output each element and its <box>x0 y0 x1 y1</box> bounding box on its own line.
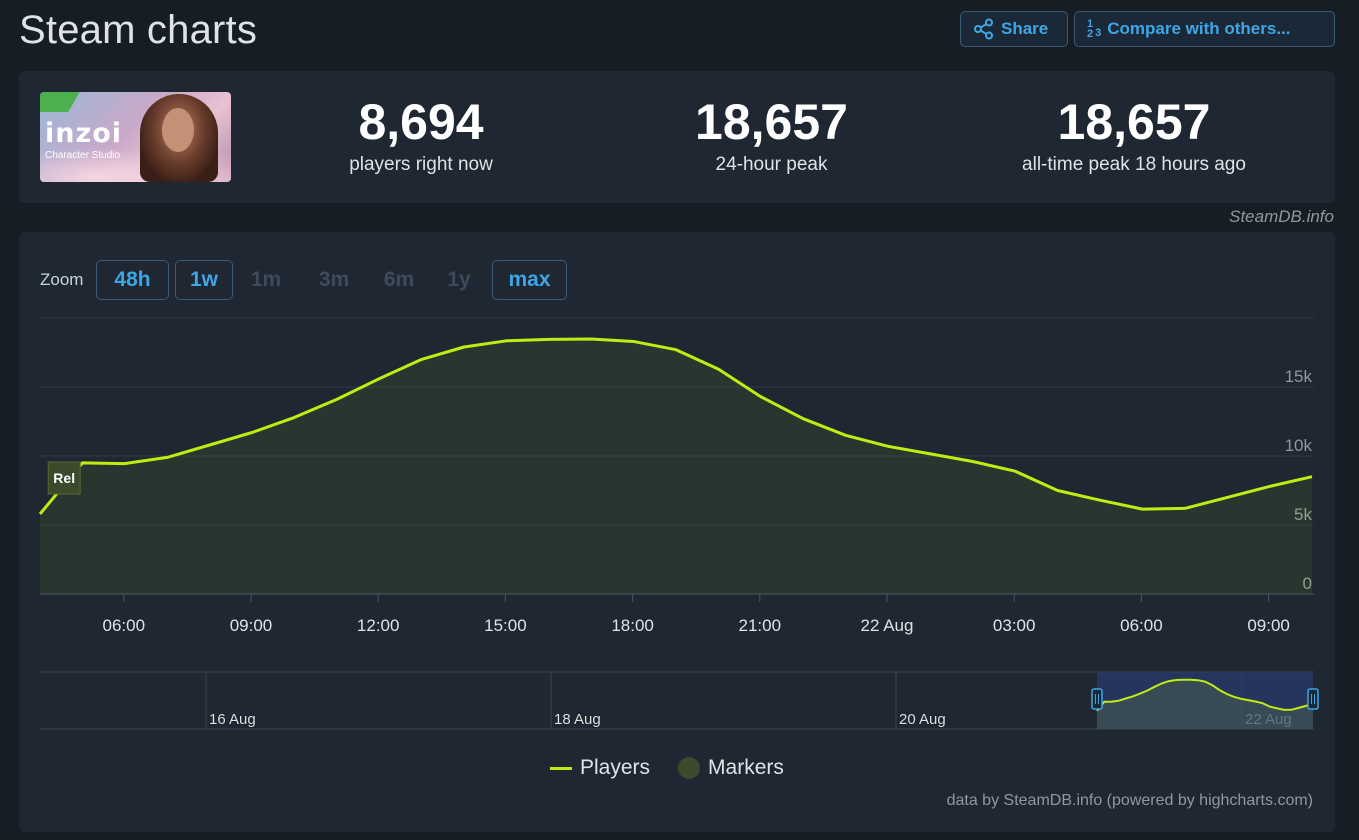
release-marker <box>47 461 81 495</box>
y-tick-label: 0 <box>1303 574 1312 593</box>
chart-legend: Players Markers <box>550 756 784 780</box>
navigator-right-handle[interactable] <box>1307 688 1319 710</box>
game-subtitle: Character Studio <box>45 150 121 161</box>
compare-icon: 1 2 <box>1087 18 1094 40</box>
zoom-48h-button[interactable]: 48h <box>96 260 169 300</box>
compare-label: Compare with others... <box>1107 19 1291 38</box>
legend-markers-swatch <box>678 757 701 779</box>
stat-value: 18,657 <box>1057 94 1211 150</box>
platform-badge <box>40 92 80 112</box>
steamdb-credit-link[interactable]: SteamDB.info <box>1229 207 1334 226</box>
compare-icon-side: 3 <box>1095 27 1102 39</box>
navigator-label: 16 Aug <box>209 711 256 728</box>
zoom-3m-button[interactable]: 3m <box>318 268 350 291</box>
game-thumbnail[interactable]: inzoi Character Studio <box>40 92 231 182</box>
legend-players-swatch <box>550 766 572 770</box>
compare-button[interactable]: 1 2 3 Compare with others... <box>1074 11 1335 47</box>
stat-24h-peak: 18,657 24-hour peak <box>679 91 864 177</box>
zoom-1w-button[interactable]: 1w <box>175 260 233 300</box>
x-tick-label: 21:00 <box>739 616 782 635</box>
zoom-6m-button[interactable]: 6m <box>383 268 415 291</box>
y-tick-label: 15k <box>1285 367 1313 386</box>
zoom-1m-button[interactable]: 1m <box>250 268 282 291</box>
players-line <box>38 337 1313 515</box>
stat-all-time-peak: 18,657 all-time peak 18 hours ago <box>1004 91 1264 177</box>
game-logo: inzoi <box>45 118 122 149</box>
stat-value: 18,657 <box>695 94 848 150</box>
stat-value: 8,694 <box>358 94 484 150</box>
legend-players-label[interactable]: Players <box>580 756 651 779</box>
x-tick-label: 22 Aug <box>861 616 914 635</box>
navigator-left-handle[interactable] <box>1091 688 1103 710</box>
page-title: Steam charts <box>19 8 258 52</box>
stats-card: inzoi Character Studio 8,694 players rig… <box>19 71 1335 203</box>
release-marker-label: Rel <box>53 470 75 486</box>
zoom-max-button[interactable]: max <box>492 260 567 300</box>
character-face <box>162 108 194 152</box>
share-button[interactable]: Share <box>960 11 1068 47</box>
stat-label: players right now <box>349 154 493 175</box>
x-tick-label: 09:00 <box>1247 616 1290 635</box>
share-label: Share <box>1001 19 1049 38</box>
share-icon <box>974 18 993 40</box>
y-tick-label: 5k <box>1294 505 1312 524</box>
x-tick-label: 03:00 <box>993 616 1036 635</box>
legend-markers-label[interactable]: Markers <box>708 756 784 779</box>
stat-current-players: 8,694 players right now <box>331 91 511 177</box>
stat-label: 24-hour peak <box>715 154 828 175</box>
players-area <box>40 339 1312 594</box>
players-chart: 0 5k 10k 15k 06:00 09:00 12:00 15:00 18:00 21:00 2… <box>38 317 1319 730</box>
y-tick-label: 10k <box>1285 436 1313 455</box>
x-tick-label: 06:00 <box>103 616 146 635</box>
x-tick-label: 09:00 <box>230 616 273 635</box>
navigator-line <box>1096 678 1314 712</box>
navigator-label: 20 Aug <box>899 711 946 728</box>
zoom-label: Zoom <box>40 270 84 289</box>
x-tick-label: 12:00 <box>357 616 400 635</box>
x-tick-label: 15:00 <box>484 616 527 635</box>
stat-label: all-time peak 18 hours ago <box>1022 154 1246 175</box>
x-tick-label: 06:00 <box>1120 616 1163 635</box>
navigator-label: 18 Aug <box>554 711 601 728</box>
chart-card: Zoom 48h 1w 1m 3m 6m 1y max 0 5k 10k 15k 06:… <box>19 232 1335 832</box>
zoom-1y-button[interactable]: 1y <box>447 268 471 291</box>
x-tick-label: 18:00 <box>611 616 654 635</box>
navigator-area <box>1097 679 1313 729</box>
chart-credit[interactable]: data by SteamDB.info (powered by highcha… <box>946 792 1313 809</box>
